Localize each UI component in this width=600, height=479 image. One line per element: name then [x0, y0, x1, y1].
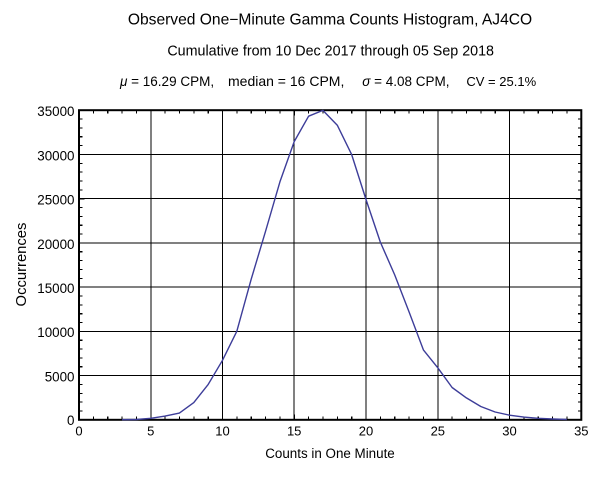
svg-text:25: 25 [431, 424, 445, 439]
svg-text:20: 20 [359, 424, 373, 439]
svg-text:median = 16 CPM,: median = 16 CPM, [228, 73, 344, 89]
svg-text:30000: 30000 [37, 148, 74, 163]
svg-text:0: 0 [75, 424, 82, 439]
svg-text:Counts in One Minute: Counts in One Minute [265, 446, 395, 461]
svg-text:10000: 10000 [37, 325, 74, 340]
svg-text:35000: 35000 [37, 104, 74, 119]
svg-text:σ = 4.08 CPM,: σ = 4.08 CPM, [362, 74, 449, 89]
svg-text:30: 30 [502, 424, 516, 439]
svg-text:15000: 15000 [37, 281, 74, 296]
svg-text:0: 0 [67, 413, 74, 428]
svg-text:Observed One−Minute Gamma Coun: Observed One−Minute Gamma Counts Histogr… [128, 11, 532, 28]
svg-text:5000: 5000 [45, 370, 75, 385]
svg-text:5: 5 [147, 424, 154, 439]
svg-text:15: 15 [287, 424, 301, 439]
svg-text:CV = 25.1%: CV = 25.1% [466, 74, 536, 89]
svg-text:Occurrences: Occurrences [14, 223, 30, 307]
svg-text:Cumulative from 10 Dec 2017 th: Cumulative from 10 Dec 2017 through 05 S… [167, 44, 494, 60]
svg-text:μ = 16.29 CPM,: μ = 16.29 CPM, [119, 74, 214, 89]
svg-text:20000: 20000 [37, 237, 74, 252]
svg-text:10: 10 [215, 424, 229, 439]
svg-text:25000: 25000 [37, 193, 74, 208]
svg-text:35: 35 [574, 424, 588, 439]
